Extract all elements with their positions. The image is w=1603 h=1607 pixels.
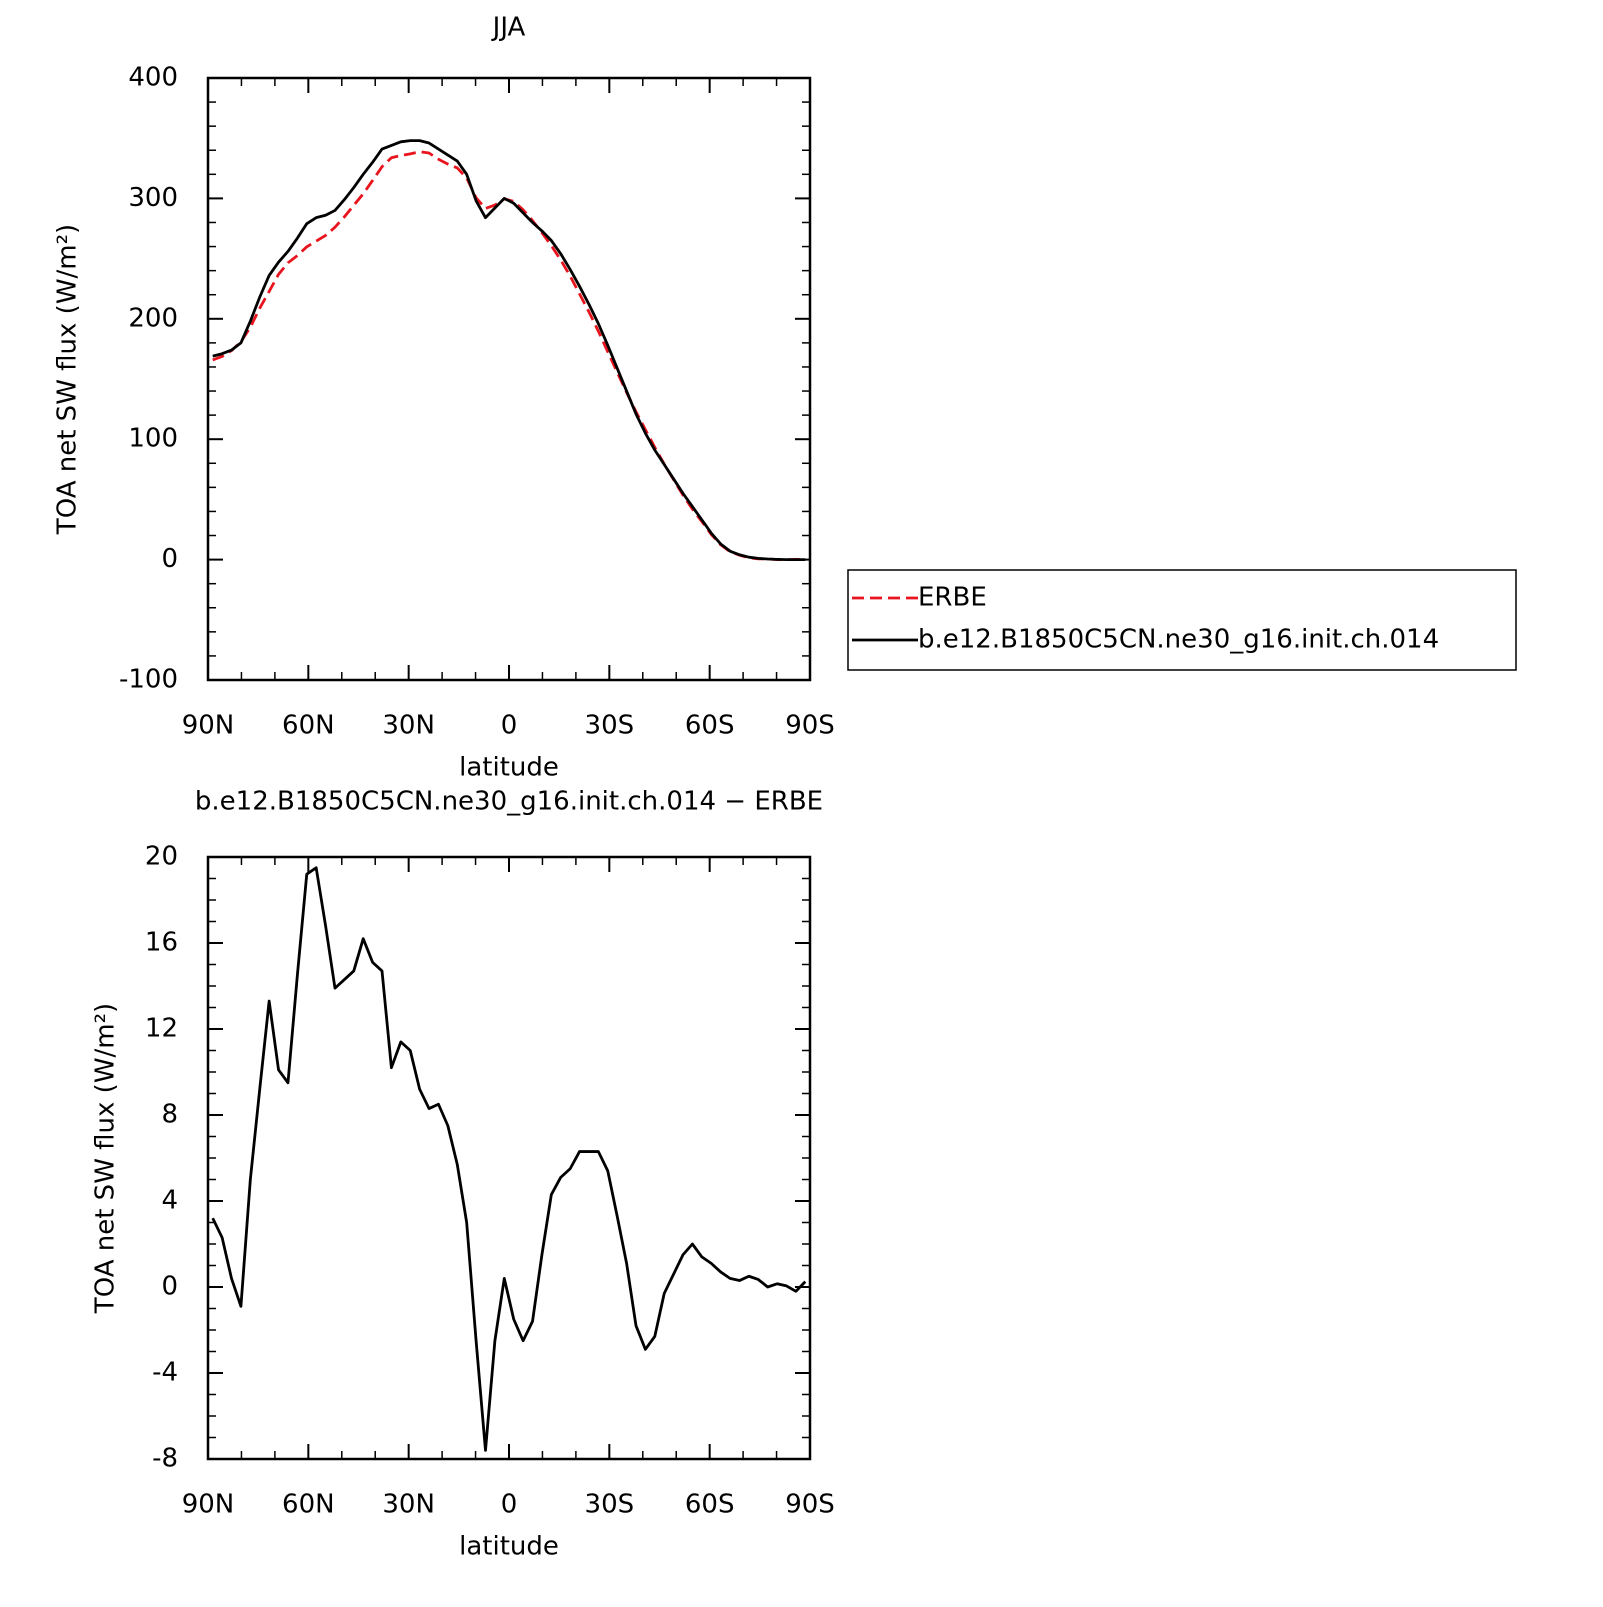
- x-tick-label: 90N: [182, 1490, 235, 1520]
- x-tick-label: 60S: [685, 711, 735, 741]
- x-tick-label: 90S: [785, 711, 835, 741]
- y-tick-label: 300: [128, 183, 178, 213]
- x-tick-label: 90S: [785, 1490, 835, 1520]
- x-tick-label: 60N: [282, 711, 335, 741]
- data-line: [211, 866, 807, 1452]
- y-tick-label: 12: [145, 1014, 178, 1044]
- x-tick-label: 30S: [585, 1490, 635, 1520]
- x-axis-label: latitude: [459, 753, 559, 783]
- x-tick-label: 0: [501, 711, 518, 741]
- y-tick-label: 20: [145, 842, 178, 872]
- legend-label: b.e12.B1850C5CN.ne30_g16.init.ch.014: [918, 625, 1439, 655]
- y-tick-label: 100: [128, 424, 178, 454]
- legend-label: ERBE: [918, 583, 987, 613]
- y-tick-label: 8: [161, 1100, 178, 1130]
- x-tick-label: 0: [501, 1490, 518, 1520]
- y-tick-label: -8: [152, 1444, 178, 1474]
- plot-frame: [206, 855, 812, 1461]
- x-tick-label: 30N: [382, 1490, 435, 1520]
- y-axis-label: TOA net SW flux (W/m²): [91, 1003, 121, 1314]
- y-tick-label: 0: [161, 544, 178, 574]
- x-tick-label: 90N: [182, 711, 235, 741]
- plot-frame: [206, 76, 812, 682]
- y-axis-label: TOA net SW flux (W/m²): [53, 224, 83, 535]
- x-tick-label: 60N: [282, 1490, 335, 1520]
- y-tick-label: 4: [161, 1186, 178, 1216]
- chart-title: JJA: [491, 13, 526, 43]
- x-tick-label: 60S: [685, 1490, 735, 1520]
- y-tick-label: 200: [128, 303, 178, 333]
- x-axis-label: latitude: [459, 1532, 559, 1562]
- y-tick-label: 0: [161, 1272, 178, 1302]
- y-tick-label: 16: [145, 928, 178, 958]
- data-line: [212, 139, 806, 561]
- x-tick-label: 30N: [382, 711, 435, 741]
- chart-title: b.e12.B1850C5CN.ne30_g16.init.ch.014 − E…: [195, 787, 823, 817]
- y-tick-label: -4: [152, 1358, 178, 1388]
- y-tick-label: -100: [119, 665, 178, 695]
- x-tick-label: 30S: [585, 711, 635, 741]
- data-line: [212, 150, 806, 562]
- legend-box: [847, 569, 1517, 671]
- y-tick-label: 400: [128, 63, 178, 93]
